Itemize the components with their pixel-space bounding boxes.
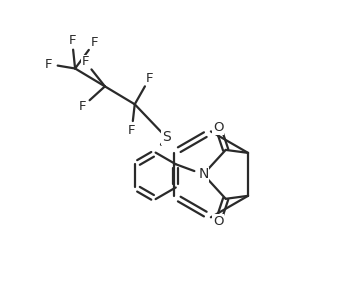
Text: F: F [79, 100, 86, 113]
Text: F: F [128, 124, 135, 137]
Text: S: S [162, 130, 170, 144]
Text: F: F [91, 36, 98, 49]
Text: O: O [213, 215, 224, 228]
Text: F: F [44, 57, 52, 70]
Text: F: F [82, 55, 89, 68]
Text: N: N [198, 167, 209, 182]
Text: F: F [146, 72, 153, 85]
Text: F: F [68, 34, 76, 47]
Text: O: O [213, 121, 224, 134]
